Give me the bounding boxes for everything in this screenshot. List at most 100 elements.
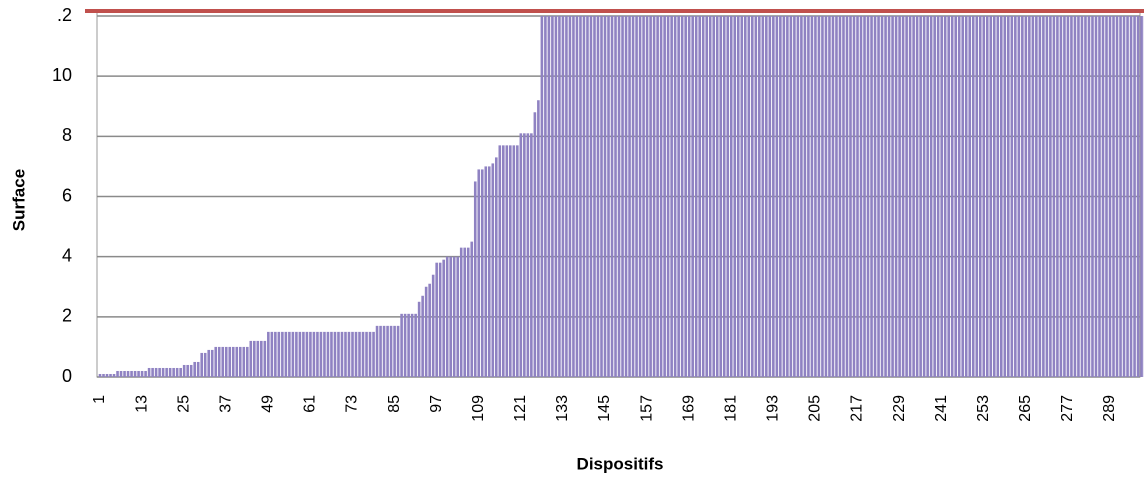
bar [256,340,260,377]
bar [929,16,933,377]
bar [484,166,488,377]
bar [235,346,239,377]
bar [1031,16,1035,377]
bar [722,16,726,377]
bar [102,373,105,377]
bar [698,16,701,377]
bar [477,169,481,377]
bar [523,133,526,377]
bar [154,367,158,377]
bar [670,16,673,377]
bar [1021,16,1024,377]
bar [1059,16,1063,377]
x-tick-label: 25 [175,395,192,413]
bar [786,16,789,377]
bar [901,16,905,377]
bar [389,325,393,377]
x-tick-label: 97 [428,395,445,413]
bar [179,367,182,377]
bar [579,16,582,377]
bar [147,367,151,377]
bar [803,16,807,377]
bar [736,16,740,377]
bar [926,16,929,377]
bar [554,16,558,377]
bar [1056,16,1059,377]
x-tick-label: 217 [849,395,866,422]
bar [480,169,484,377]
bar [999,16,1003,377]
bar [347,331,351,377]
bar [431,274,435,377]
bar [800,16,803,377]
bar [379,325,382,377]
bar [133,370,137,377]
x-tick-label: 181 [722,395,739,422]
bar [796,16,800,377]
bar [193,361,196,377]
bar [673,16,677,377]
bar [1028,16,1031,377]
bar [856,16,859,377]
bar [130,370,133,377]
bar [1129,16,1133,377]
bar [284,331,288,377]
bar [726,16,730,377]
bar [530,133,533,377]
bar [684,16,687,377]
bar [309,331,312,377]
x-tick-label: 289 [1101,395,1118,422]
bar [326,331,330,377]
bar [1024,16,1028,377]
bar [137,370,140,377]
y-tick-label: .2 [57,5,72,25]
bar [459,247,463,377]
bar [779,16,782,377]
bar [498,145,502,377]
bar [842,16,845,377]
bar [582,16,586,377]
x-tick-label: 109 [470,395,487,422]
x-tick-label: 145 [596,395,613,422]
bar [992,16,996,377]
bars [98,16,1144,378]
bar [733,16,737,377]
bar [168,367,172,377]
bar [224,346,228,377]
bar [414,313,417,377]
bar [558,16,561,377]
bar [1077,16,1080,377]
bar [828,16,831,377]
bar [1105,16,1108,377]
x-tick-label: 253 [975,395,992,422]
bar [729,16,733,377]
bar [470,241,474,377]
bar [596,16,600,377]
x-tick-label: 229 [891,395,908,422]
bar [109,373,112,377]
bar [1136,16,1140,377]
bar [758,16,761,377]
bar [214,346,218,377]
bar [610,16,614,377]
bar [887,16,891,377]
bar [158,367,161,377]
x-tick-label: 277 [1059,395,1076,422]
x-axis-title: Dispositifs [577,454,664,473]
bar [954,16,958,377]
bar [849,16,852,377]
bar [1098,16,1101,377]
bar [1119,16,1122,377]
bar [435,262,438,377]
bar [575,16,579,377]
bar [964,16,968,377]
bar [863,16,866,377]
bar [1052,16,1056,377]
bar [807,16,810,377]
bar [649,16,652,377]
bar [1094,16,1098,377]
bar [989,16,993,377]
bar [323,331,326,377]
bar [140,370,144,377]
bar [242,346,246,377]
